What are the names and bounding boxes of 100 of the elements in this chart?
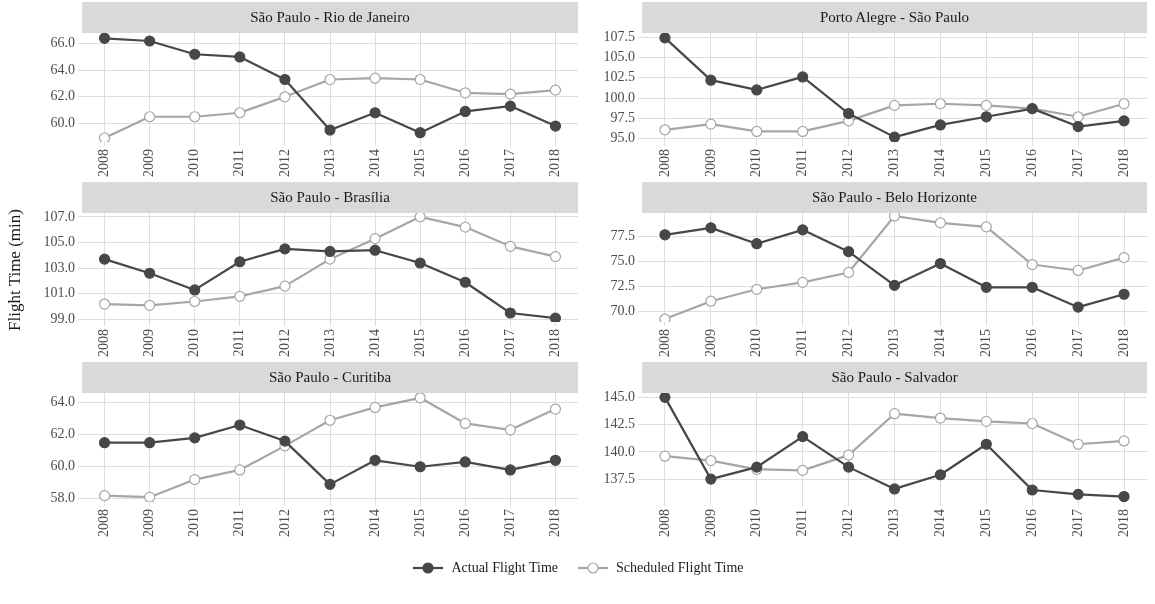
point <box>144 491 156 502</box>
point <box>549 84 562 96</box>
x-tick-label: 2009 <box>141 329 157 357</box>
point <box>504 100 516 112</box>
point <box>144 437 156 449</box>
x-tick-label: 2018 <box>1115 149 1131 177</box>
x-tick-label: 2012 <box>276 149 292 177</box>
x-tick-label: 2011 <box>794 509 810 537</box>
point <box>888 279 901 291</box>
x-tick-label: 2015 <box>411 509 427 537</box>
x-tick-label: 2010 <box>748 509 764 537</box>
point <box>459 276 471 288</box>
point <box>504 307 516 319</box>
x-tick-label: 2010 <box>748 329 764 357</box>
point <box>1072 301 1084 313</box>
point <box>234 51 246 63</box>
point <box>279 435 291 447</box>
point <box>1072 264 1084 277</box>
x-tick-label: 2015 <box>411 329 427 357</box>
point <box>934 217 947 229</box>
y-tick-label: 145.0 <box>603 389 635 405</box>
point <box>1026 258 1038 271</box>
point <box>659 229 671 241</box>
point <box>842 461 855 473</box>
y-tick-label: 60.0 <box>50 115 75 131</box>
x-tick-label: 2013 <box>321 329 337 357</box>
x-tick-label: 2016 <box>456 149 472 177</box>
point <box>659 33 671 44</box>
x-tick-label: 2008 <box>96 149 112 177</box>
point <box>1072 488 1084 500</box>
y-tick-label: 107.0 <box>43 208 75 224</box>
point <box>98 298 111 310</box>
point <box>1118 98 1130 110</box>
y-axis-title: Flight Time (min) <box>5 209 25 331</box>
point <box>1026 484 1038 496</box>
point <box>888 408 901 420</box>
point <box>504 464 516 476</box>
x-tick-label: 2008 <box>656 149 672 177</box>
y-tick-label: 103.0 <box>43 259 75 275</box>
y-tick-label: 102.5 <box>603 69 635 85</box>
point <box>459 87 471 99</box>
y-tick-label: 64.0 <box>50 61 75 77</box>
chart-title: São Paulo - Brasília <box>270 188 391 205</box>
point <box>189 295 201 308</box>
point <box>705 118 717 130</box>
point <box>549 251 562 263</box>
x-tick-label: 2009 <box>702 149 718 177</box>
point <box>98 132 111 142</box>
point <box>751 283 763 295</box>
y-tick-label: 95.0 <box>610 130 635 146</box>
point <box>888 99 901 111</box>
point <box>98 253 111 265</box>
point <box>1072 438 1084 450</box>
x-tick-label: 2014 <box>366 149 382 177</box>
point <box>414 73 426 86</box>
point <box>705 74 717 86</box>
point <box>659 393 671 403</box>
point <box>797 464 809 476</box>
point <box>144 111 156 123</box>
x-tick-label: 2014 <box>932 509 948 537</box>
point <box>459 105 471 118</box>
y-tick-label: 105.0 <box>43 234 75 250</box>
x-tick-label: 2012 <box>276 509 292 537</box>
x-tick-label: 2017 <box>1069 149 1085 177</box>
point <box>189 111 201 123</box>
point <box>98 33 111 44</box>
x-tick-label: 2017 <box>1069 329 1085 357</box>
x-tick-label: 2009 <box>702 509 718 537</box>
chart-title: Porto Alegre - São Paulo <box>819 8 970 25</box>
point <box>234 464 246 476</box>
point <box>414 257 426 269</box>
point <box>1026 281 1038 293</box>
point <box>842 449 855 461</box>
point <box>144 267 156 279</box>
y-tick-label: 66.0 <box>50 35 75 51</box>
point <box>279 280 291 292</box>
point <box>797 125 809 138</box>
point <box>797 224 809 236</box>
x-tick-label: 2012 <box>840 149 856 177</box>
x-tick-label: 2014 <box>366 509 382 537</box>
chart-title: São Paulo - Belo Horizonte <box>812 188 978 205</box>
x-tick-label: 2010 <box>186 149 202 177</box>
point <box>980 281 992 293</box>
x-tick-label: 2013 <box>321 509 337 537</box>
point <box>1118 115 1130 127</box>
y-tick-label: 137.5 <box>603 470 635 486</box>
point <box>934 119 947 131</box>
x-tick-label: 2011 <box>794 149 810 177</box>
point <box>934 412 947 424</box>
legend-label: Actual Flight Time <box>451 560 558 576</box>
point <box>934 98 947 110</box>
point <box>1118 490 1130 502</box>
point <box>980 221 992 233</box>
point <box>279 243 291 255</box>
x-tick-label: 2013 <box>886 149 902 177</box>
point <box>369 454 381 466</box>
point <box>234 290 246 302</box>
x-tick-label: 2018 <box>547 149 563 177</box>
point <box>934 257 947 270</box>
x-tick-label: 2017 <box>1069 509 1085 537</box>
